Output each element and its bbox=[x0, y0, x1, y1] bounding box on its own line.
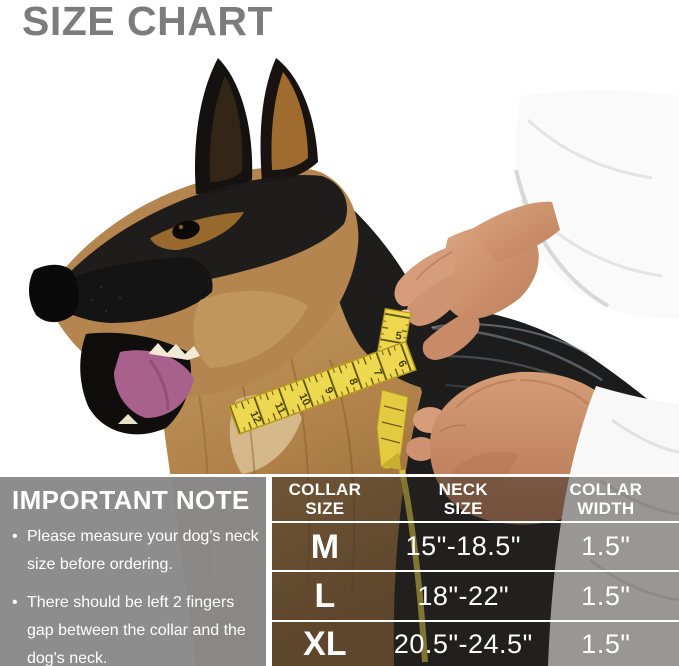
dog-nose bbox=[28, 264, 79, 323]
whisker-dots bbox=[90, 285, 122, 313]
header-line: WIDTH bbox=[577, 499, 635, 518]
tape-number: 7 bbox=[371, 368, 384, 379]
neck-value: 15"-18.5" bbox=[405, 531, 521, 561]
tape-number: 5 bbox=[395, 330, 403, 343]
page-title: SIZE CHART bbox=[22, 0, 273, 44]
note-item: • There should be left 2 fingers gap bet… bbox=[12, 589, 262, 666]
tape-number: 10 bbox=[296, 391, 312, 407]
header-neck-size: NECK SIZE bbox=[378, 480, 549, 518]
size-table-header-row: COLLAR SIZE NECK SIZE COLLAR WIDTH bbox=[272, 477, 679, 521]
tape-number: 6 bbox=[395, 359, 408, 370]
size-value: XL bbox=[303, 625, 347, 663]
width-value: 1.5" bbox=[581, 531, 631, 561]
sleeve-lower bbox=[548, 386, 679, 666]
tape-number: 9 bbox=[322, 385, 335, 396]
table-row-l: L 18"-22" 1.5" bbox=[272, 570, 679, 620]
dog-mouth bbox=[80, 332, 200, 435]
header-line: SIZE bbox=[443, 499, 483, 518]
table-row-xl: XL 20.5"-24.5" 1.5" bbox=[272, 620, 679, 666]
sleeve-upper bbox=[514, 90, 679, 319]
size-value: L bbox=[314, 577, 336, 615]
note-item-text: Please measure your dog's neck size befo… bbox=[27, 527, 259, 574]
table-row-m: M 15"-18.5" 1.5" bbox=[272, 521, 679, 570]
header-line: COLLAR bbox=[288, 479, 362, 499]
size-value: M bbox=[310, 527, 340, 566]
bullet-icon: • bbox=[12, 527, 18, 545]
tape-measure: 5 12 11 10 9 8 7 6 bbox=[227, 307, 428, 663]
neck-value: 20.5"-24.5" bbox=[393, 628, 533, 659]
bullet-icon: • bbox=[12, 593, 18, 611]
header-line: NECK bbox=[438, 479, 488, 499]
width-value: 1.5" bbox=[581, 580, 631, 611]
note-item-text: There should be left 2 fingers gap betwe… bbox=[27, 593, 246, 666]
important-note-heading: IMPORTANT NOTE bbox=[12, 485, 250, 515]
tape-strand bbox=[399, 469, 428, 663]
header-collar-size: COLLAR SIZE bbox=[272, 480, 378, 518]
header-line: SIZE bbox=[305, 499, 345, 518]
neck-value: 18"-22" bbox=[417, 580, 510, 611]
bottom-overlay-band: IMPORTANT NOTE • Please measure your dog… bbox=[0, 474, 679, 666]
tape-number: 12 bbox=[247, 409, 263, 425]
dog-muzzle bbox=[40, 257, 213, 323]
header-collar-width: COLLAR WIDTH bbox=[549, 480, 679, 518]
note-item: • Please measure your dog's neck size be… bbox=[12, 523, 262, 580]
dog-eye bbox=[172, 220, 200, 240]
tape-number: 8 bbox=[346, 376, 359, 387]
tape-number: 11 bbox=[272, 401, 288, 417]
dog-head bbox=[28, 58, 359, 435]
important-note-list: • Please measure your dog's neck size be… bbox=[12, 523, 262, 666]
width-value: 1.5" bbox=[581, 628, 631, 659]
size-table: COLLAR SIZE NECK SIZE COLLAR WIDTH M 15"… bbox=[272, 477, 679, 666]
important-note-panel: IMPORTANT NOTE • Please measure your dog… bbox=[0, 477, 266, 666]
panel-divider bbox=[266, 477, 272, 666]
header-line: COLLAR bbox=[569, 479, 643, 499]
